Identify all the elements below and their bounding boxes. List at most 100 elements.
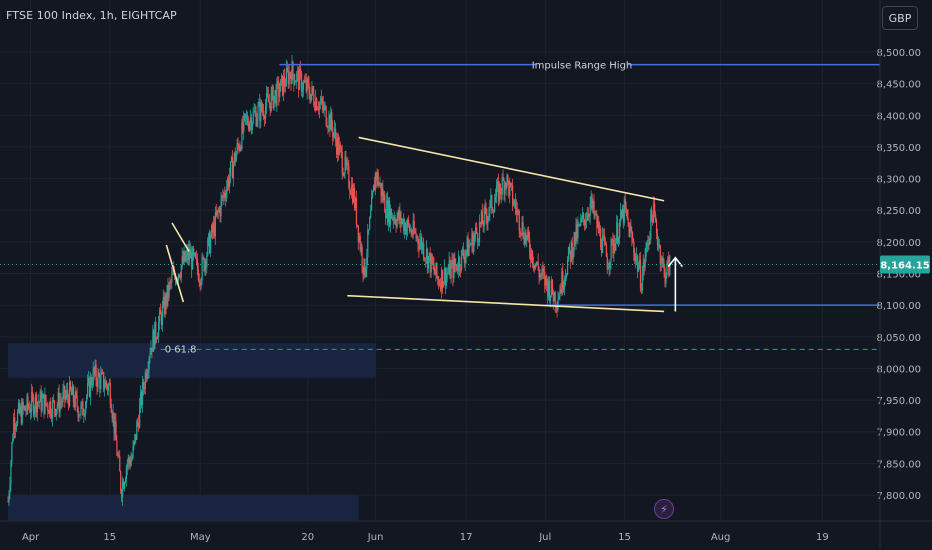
impulse-high-label: Impulse Range High bbox=[532, 61, 633, 72]
wedge-upper-line[interactable] bbox=[358, 136, 665, 202]
candle-body bbox=[72, 385, 75, 402]
candle-body bbox=[397, 210, 399, 218]
candle-body bbox=[454, 258, 456, 267]
candle-body bbox=[664, 269, 666, 284]
candle-body bbox=[365, 268, 367, 277]
candle-body bbox=[315, 98, 317, 110]
candle-body bbox=[70, 389, 73, 396]
candle-body bbox=[453, 258, 455, 279]
candle-body bbox=[636, 255, 638, 258]
candle-body bbox=[87, 382, 89, 396]
candle-body bbox=[647, 243, 649, 246]
candle-body bbox=[516, 210, 518, 215]
candle-body bbox=[16, 411, 19, 425]
candle-body bbox=[625, 207, 627, 210]
candle-body bbox=[240, 146, 242, 150]
price-axis[interactable]: 8,500.00 8,450.00 8,400.00 8,350.00 8,300.00… bbox=[876, 0, 930, 550]
candle-body bbox=[561, 271, 563, 293]
wedge-lower-line[interactable] bbox=[347, 294, 665, 313]
up-arrow-head[interactable] bbox=[667, 256, 683, 268]
candle-body bbox=[121, 490, 123, 498]
candle-body bbox=[597, 220, 599, 228]
candle-body bbox=[227, 178, 229, 188]
candle-body bbox=[186, 250, 188, 256]
candle-body bbox=[248, 122, 251, 130]
candle-body bbox=[450, 264, 452, 279]
candle-body bbox=[337, 137, 340, 155]
candle-body bbox=[590, 196, 592, 204]
candle-body bbox=[371, 197, 373, 211]
candle-body bbox=[278, 81, 280, 98]
candle-body bbox=[648, 239, 650, 246]
candle-body bbox=[115, 421, 117, 441]
candle-body bbox=[557, 299, 559, 309]
candle-body bbox=[552, 293, 554, 302]
candle-body bbox=[183, 251, 185, 264]
candle-body bbox=[594, 214, 596, 215]
candle-body bbox=[663, 263, 665, 270]
candle-body bbox=[534, 263, 536, 269]
candle-body bbox=[620, 210, 623, 219]
candle-body bbox=[120, 471, 122, 491]
candle-body bbox=[520, 233, 522, 235]
candle-body bbox=[445, 274, 447, 286]
last-price-badge[interactable] bbox=[880, 255, 930, 274]
candle-body bbox=[533, 265, 536, 269]
candle-body bbox=[30, 410, 32, 413]
candle-body bbox=[573, 232, 575, 251]
candle-body bbox=[441, 269, 443, 291]
candle-body bbox=[329, 115, 331, 131]
flag-lower-line[interactable] bbox=[165, 244, 185, 303]
candle-body bbox=[9, 484, 11, 495]
candle-body bbox=[358, 235, 360, 242]
candle-body bbox=[491, 195, 493, 211]
candle-body bbox=[233, 153, 235, 164]
candle-body bbox=[547, 283, 549, 297]
candle-body bbox=[440, 283, 442, 291]
candle-body bbox=[147, 369, 149, 374]
candle-body bbox=[595, 213, 597, 215]
candle-body bbox=[657, 244, 660, 246]
candle-body bbox=[34, 408, 36, 415]
candle-body bbox=[596, 213, 598, 228]
flag-upper-line[interactable] bbox=[171, 222, 190, 252]
candle-body bbox=[16, 424, 18, 428]
candle-body bbox=[91, 385, 93, 387]
candle-body bbox=[21, 402, 23, 424]
candle-body bbox=[523, 237, 525, 245]
candle-body bbox=[502, 176, 504, 181]
candle-body bbox=[126, 463, 128, 468]
price-tick-label: 8,300.00 bbox=[876, 175, 921, 186]
candle-body bbox=[321, 98, 323, 105]
candle-body bbox=[10, 462, 12, 485]
candle-body bbox=[566, 274, 568, 278]
candle-body bbox=[117, 455, 119, 457]
candle-body bbox=[95, 364, 97, 382]
candle-body bbox=[560, 289, 562, 293]
lightning-icon[interactable]: ⚡ bbox=[654, 499, 674, 519]
candle-body bbox=[38, 401, 40, 403]
candle-body bbox=[295, 81, 297, 83]
candle-body bbox=[326, 125, 328, 128]
currency-button[interactable]: GBP bbox=[882, 6, 918, 30]
candle-body bbox=[581, 218, 583, 219]
candle-body bbox=[341, 151, 343, 174]
candle-body bbox=[334, 128, 336, 134]
candle-body bbox=[442, 281, 445, 288]
candle-body bbox=[630, 226, 632, 231]
candle-body bbox=[58, 392, 60, 412]
candle-body bbox=[103, 372, 105, 390]
candle-body bbox=[505, 183, 507, 188]
candle-body bbox=[208, 233, 210, 240]
candle-body bbox=[525, 232, 527, 242]
candle-body bbox=[324, 106, 326, 107]
candle-body bbox=[404, 223, 406, 232]
candle-body bbox=[644, 256, 646, 268]
candle-body bbox=[25, 410, 27, 412]
time-axis[interactable]: Apr 15 May 20 Jun 17 Jul 15 Aug 19 bbox=[0, 520, 932, 543]
candle-body bbox=[79, 414, 81, 416]
candle-body bbox=[61, 401, 63, 403]
candle-body bbox=[373, 184, 376, 191]
last-price-label: 8,164.15 bbox=[880, 261, 929, 272]
